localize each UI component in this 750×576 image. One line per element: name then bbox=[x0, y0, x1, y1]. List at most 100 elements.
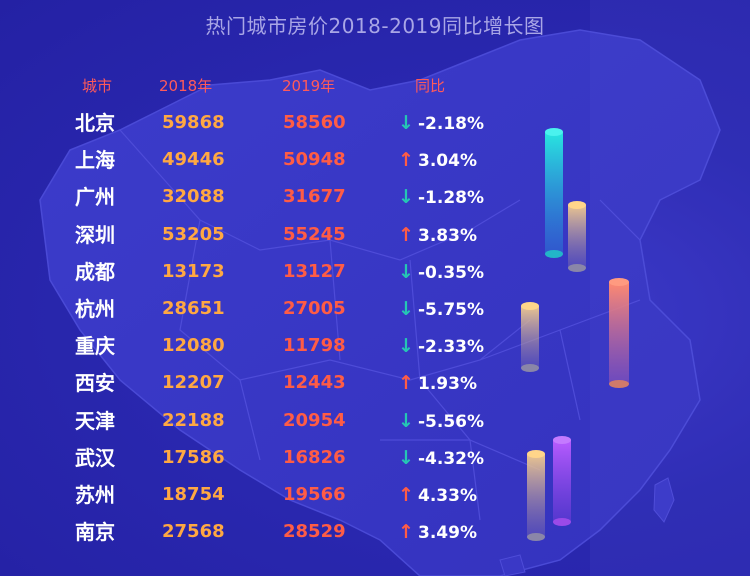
price-2019: 50948 bbox=[283, 149, 346, 171]
map-borders bbox=[119, 129, 641, 521]
yoy-change: ↓ -2.33% bbox=[398, 334, 484, 359]
city-name: 广州 bbox=[75, 185, 115, 210]
yoy-change: ↑ 1.93% bbox=[398, 371, 477, 396]
yoy-change: ↑ 3.49% bbox=[398, 520, 477, 545]
arrow-up-icon: ↑ bbox=[398, 521, 414, 544]
table-row: 重庆 12080 11798 ↓ -2.33% bbox=[0, 334, 520, 371]
city-name: 武汉 bbox=[75, 445, 115, 470]
city-name: 重庆 bbox=[75, 334, 115, 359]
cylinder bbox=[527, 450, 545, 541]
cylinder bbox=[553, 436, 571, 526]
change-value: -5.75% bbox=[418, 300, 485, 320]
price-2019: 27005 bbox=[283, 298, 346, 319]
column-header-2019: 2019年 bbox=[282, 77, 336, 95]
city-name: 成都 bbox=[75, 259, 115, 284]
table-row: 苏州 18754 19566 ↑ 4.33% bbox=[0, 483, 520, 520]
price-2019: 12443 bbox=[283, 372, 346, 394]
city-name: 深圳 bbox=[75, 222, 115, 247]
city-name: 天津 bbox=[75, 408, 115, 433]
price-2019: 11798 bbox=[283, 335, 346, 357]
table-row: 成都 13173 13127 ↓ -0.35% bbox=[0, 260, 520, 297]
arrow-down-icon: ↓ bbox=[398, 298, 414, 320]
arrow-down-icon: ↓ bbox=[398, 112, 414, 134]
cylinder bbox=[568, 201, 586, 272]
city-name: 南京 bbox=[75, 520, 115, 545]
yoy-change: ↓ -0.35% bbox=[398, 260, 484, 285]
table-row: 天津 22188 20954 ↓ -5.56% bbox=[0, 409, 520, 446]
change-value: 4.33% bbox=[418, 486, 477, 506]
cylinder bbox=[545, 128, 563, 258]
arrow-down-icon: ↓ bbox=[398, 335, 414, 358]
price-2018: 49446 bbox=[162, 149, 225, 171]
table-row: 广州 32088 31677 ↓ -1.28% bbox=[0, 185, 520, 222]
yoy-change: ↓ -2.18% bbox=[398, 111, 484, 136]
price-2018: 32088 bbox=[162, 186, 225, 208]
yoy-change: ↓ -5.75% bbox=[398, 297, 484, 322]
price-2019: 28529 bbox=[283, 521, 346, 543]
yoy-change: ↓ -4.32% bbox=[398, 446, 484, 471]
arrow-up-icon: ↑ bbox=[398, 372, 414, 395]
price-2018: 27568 bbox=[162, 521, 225, 543]
change-value: -1.28% bbox=[418, 188, 485, 209]
table-row: 南京 27568 28529 ↑ 3.49% bbox=[0, 520, 520, 557]
change-value: 3.49% bbox=[418, 523, 477, 544]
price-2018: 12207 bbox=[162, 372, 225, 394]
price-2018: 28651 bbox=[162, 298, 225, 319]
change-value: 3.04% bbox=[418, 151, 477, 172]
cylinder bbox=[521, 302, 539, 372]
yoy-change: ↑ 3.83% bbox=[398, 223, 477, 248]
change-value: -2.18% bbox=[418, 114, 485, 134]
price-2019: 13127 bbox=[283, 260, 346, 282]
price-2019: 55245 bbox=[283, 223, 346, 245]
island-shape bbox=[499, 554, 526, 576]
city-name: 杭州 bbox=[75, 297, 115, 321]
yoy-change: ↑ 3.04% bbox=[398, 148, 477, 173]
arrow-up-icon: ↑ bbox=[398, 149, 414, 172]
cylinder bbox=[609, 278, 629, 388]
table-row: 西安 12207 12443 ↑ 1.93% bbox=[0, 371, 520, 408]
city-name: 北京 bbox=[75, 111, 115, 135]
arrow-down-icon: ↓ bbox=[398, 186, 414, 209]
price-2019: 31677 bbox=[283, 186, 346, 208]
change-value: -5.56% bbox=[418, 411, 485, 432]
city-name: 西安 bbox=[75, 371, 115, 396]
price-2019: 16826 bbox=[283, 446, 346, 468]
arrow-up-icon: ↑ bbox=[398, 223, 414, 246]
island-shape bbox=[653, 477, 675, 523]
yoy-change: ↓ -1.28% bbox=[398, 185, 484, 210]
change-value: 1.93% bbox=[418, 374, 477, 395]
price-2018: 22188 bbox=[162, 409, 225, 431]
city-name: 苏州 bbox=[75, 483, 115, 507]
price-2018: 17586 bbox=[162, 446, 225, 468]
city-name: 上海 bbox=[75, 148, 115, 173]
arrow-down-icon: ↓ bbox=[398, 409, 414, 432]
change-value: -2.33% bbox=[418, 337, 485, 358]
price-2019: 20954 bbox=[283, 409, 346, 431]
chart-title: 热门城市房价2018-2019同比增长图 bbox=[205, 14, 545, 38]
table-row: 深圳 53205 55245 ↑ 3.83% bbox=[0, 223, 520, 260]
price-2018: 18754 bbox=[162, 484, 225, 505]
table-row: 杭州 28651 27005 ↓ -5.75% bbox=[0, 297, 520, 334]
table-row: 上海 49446 50948 ↑ 3.04% bbox=[0, 148, 520, 185]
price-2018: 13173 bbox=[162, 260, 225, 282]
yoy-change: ↑ 4.33% bbox=[398, 483, 477, 508]
column-header-change: 同比 bbox=[415, 77, 446, 95]
price-2018: 12080 bbox=[162, 335, 225, 357]
table-row: 北京 59868 58560 ↓ -2.18% bbox=[0, 111, 520, 148]
yoy-change: ↓ -5.56% bbox=[398, 409, 484, 434]
change-value: 3.83% bbox=[418, 225, 477, 246]
price-2018: 59868 bbox=[162, 112, 225, 133]
price-2018: 53205 bbox=[162, 223, 225, 245]
arrow-down-icon: ↓ bbox=[398, 446, 414, 469]
arrow-down-icon: ↓ bbox=[398, 260, 414, 283]
price-2019: 19566 bbox=[283, 484, 346, 505]
price-2019: 58560 bbox=[283, 112, 346, 133]
table-row: 武汉 17586 16826 ↓ -4.32% bbox=[0, 446, 520, 483]
column-header-2018: 2018年 bbox=[159, 77, 213, 95]
change-value: -4.32% bbox=[418, 448, 485, 469]
arrow-up-icon: ↑ bbox=[398, 484, 414, 506]
change-value: -0.35% bbox=[418, 262, 485, 283]
column-header-city: 城市 bbox=[82, 77, 113, 95]
